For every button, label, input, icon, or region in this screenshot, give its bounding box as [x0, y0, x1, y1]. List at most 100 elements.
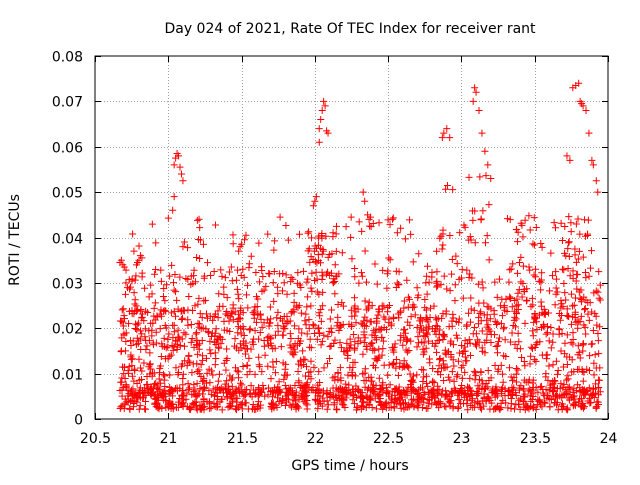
data-point — [445, 398, 453, 406]
data-point — [187, 338, 195, 346]
data-point — [546, 287, 554, 295]
data-point — [234, 403, 242, 411]
data-point — [527, 352, 535, 360]
data-point — [283, 290, 291, 298]
data-point — [445, 323, 453, 331]
data-point — [530, 318, 538, 326]
data-point — [332, 247, 340, 255]
data-point — [344, 371, 352, 379]
data-point — [326, 272, 334, 280]
data-point — [537, 239, 545, 247]
data-point — [213, 393, 221, 401]
data-point — [164, 354, 172, 362]
data-point — [157, 353, 165, 360]
data-point — [375, 308, 383, 316]
data-point — [338, 299, 346, 307]
data-point — [434, 368, 442, 376]
data-point — [170, 161, 178, 169]
data-point — [514, 329, 522, 337]
data-point — [262, 282, 270, 290]
data-point — [280, 279, 288, 287]
data-point — [336, 323, 344, 331]
x-tick-label: 23 — [453, 431, 471, 447]
data-point — [371, 346, 379, 354]
data-point — [526, 226, 534, 234]
data-point — [528, 345, 536, 353]
data-point — [305, 324, 313, 332]
data-point — [286, 317, 294, 325]
data-point — [513, 269, 521, 277]
data-point — [315, 232, 323, 240]
data-point — [141, 284, 149, 292]
data-point — [495, 338, 503, 346]
data-point — [314, 241, 322, 249]
data-point — [295, 396, 303, 404]
data-point — [561, 350, 569, 358]
data-point — [478, 129, 486, 137]
data-point — [317, 317, 325, 325]
data-point — [149, 339, 157, 347]
data-point — [220, 283, 228, 291]
data-point — [401, 235, 409, 243]
data-point — [525, 263, 533, 271]
data-point — [551, 301, 559, 309]
data-point — [203, 398, 211, 406]
data-point — [474, 280, 482, 288]
data-point — [571, 308, 579, 316]
data-point — [182, 275, 190, 283]
data-point — [443, 125, 451, 133]
data-point — [256, 388, 264, 396]
data-point — [433, 283, 441, 291]
data-point — [493, 293, 501, 301]
data-point — [497, 320, 505, 328]
data-point — [541, 308, 549, 316]
data-point — [463, 400, 471, 408]
data-point — [319, 302, 327, 310]
data-point — [275, 378, 283, 386]
data-point — [487, 305, 495, 313]
data-point — [127, 283, 135, 291]
data-point — [531, 273, 539, 281]
data-point — [580, 306, 588, 314]
data-point — [271, 344, 279, 352]
data-point — [292, 400, 300, 408]
data-point — [570, 400, 578, 408]
data-point — [202, 354, 210, 362]
data-point — [478, 327, 486, 335]
data-point — [367, 373, 375, 381]
data-point — [590, 371, 598, 379]
data-point — [236, 340, 244, 348]
data-point — [147, 385, 155, 393]
data-point — [488, 389, 496, 397]
data-point — [255, 353, 263, 361]
data-point — [456, 229, 464, 237]
data-point — [180, 342, 188, 350]
data-point — [218, 272, 226, 280]
data-point — [362, 376, 370, 384]
data-point — [298, 329, 306, 337]
data-point — [316, 312, 324, 320]
data-point — [179, 381, 187, 389]
data-point — [476, 404, 484, 412]
data-point — [136, 335, 144, 343]
data-point — [361, 383, 369, 391]
data-point — [394, 281, 402, 289]
data-point — [130, 289, 138, 297]
data-point — [513, 238, 521, 246]
data-point — [467, 318, 475, 326]
data-point — [220, 290, 228, 298]
data-point — [365, 401, 373, 409]
data-point — [574, 398, 582, 406]
data-point — [562, 296, 570, 304]
y-tick-label: 0.04 — [52, 232, 83, 248]
data-point — [151, 270, 159, 278]
data-point — [420, 326, 428, 334]
data-point — [588, 247, 596, 255]
data-point — [565, 238, 573, 246]
data-point — [378, 384, 386, 392]
data-point — [483, 393, 491, 401]
data-point — [485, 256, 493, 264]
data-point — [227, 263, 235, 271]
data-point — [185, 293, 193, 301]
data-point — [409, 372, 417, 380]
